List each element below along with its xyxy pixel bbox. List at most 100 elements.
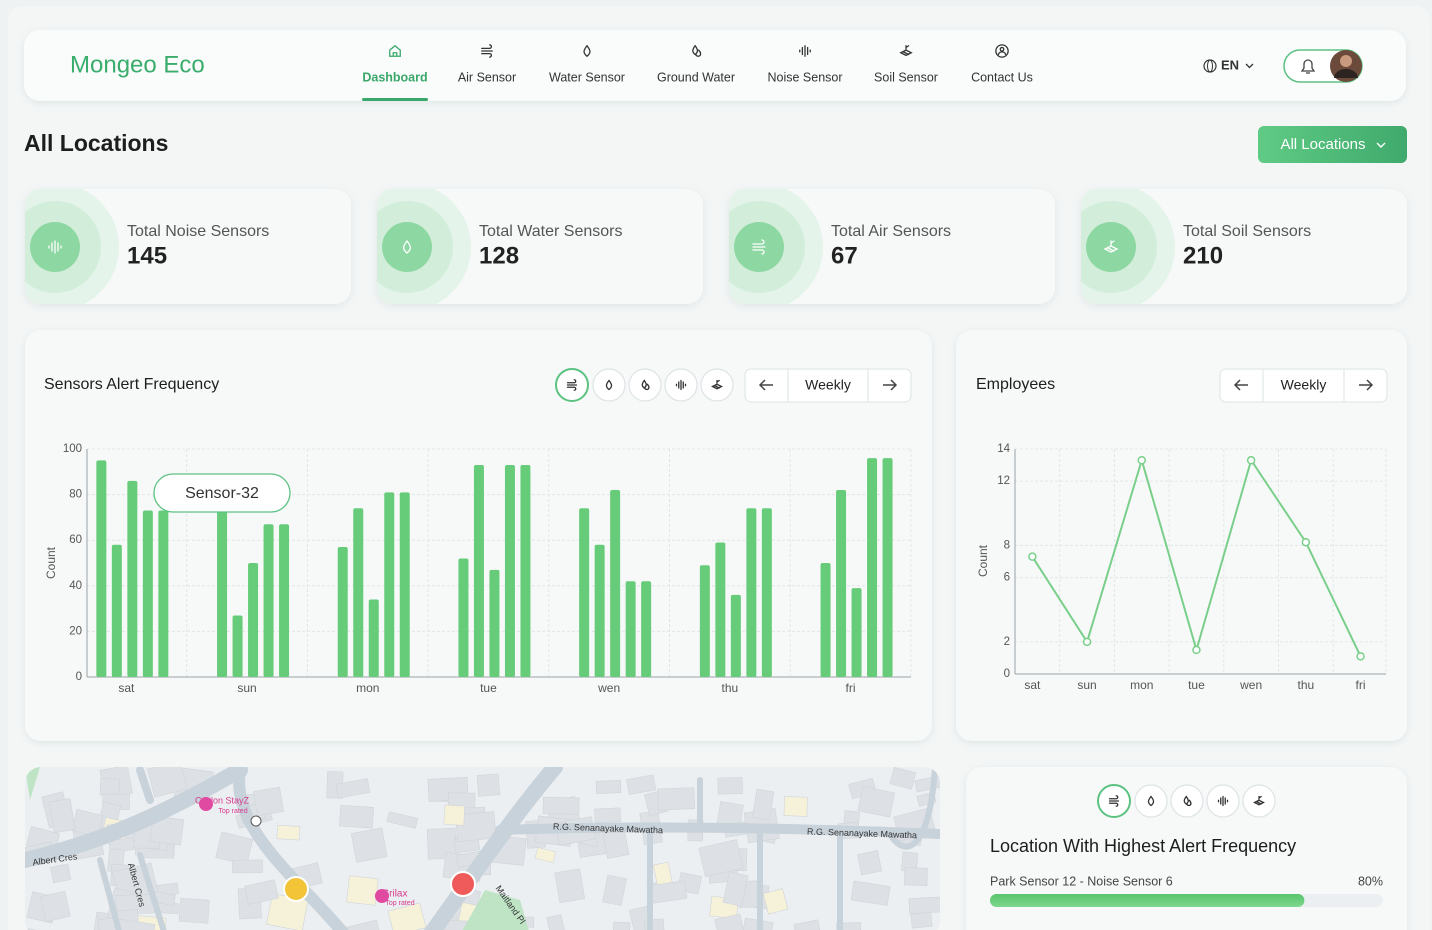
map-pin[interactable] xyxy=(199,797,213,811)
sensor-filter-button[interactable] xyxy=(1242,784,1276,818)
point xyxy=(1301,537,1311,547)
sensor-filter xyxy=(1097,784,1276,818)
sensor-filter xyxy=(555,368,734,402)
x-tick-label: mon xyxy=(1130,678,1153,692)
sensor-filter-button[interactable] xyxy=(1206,784,1240,818)
building xyxy=(443,804,466,826)
building xyxy=(714,913,747,930)
globe-icon xyxy=(1207,59,1213,73)
location-filter-button[interactable] xyxy=(1258,126,1407,163)
road xyxy=(887,767,938,850)
alert-locations-card xyxy=(966,767,1407,930)
y-tick-label: 100 xyxy=(63,443,82,455)
nav-item[interactable]: Contact Us xyxy=(971,44,1033,84)
building xyxy=(253,786,284,817)
location-list: Park Sensor 12 - Noise Sensor 6 80% xyxy=(990,874,1383,907)
x-tick-label: tue xyxy=(1188,678,1205,692)
language-select[interactable]: EN xyxy=(1203,57,1254,73)
sensor-filter-button[interactable] xyxy=(555,368,589,402)
map[interactable]: Ceylon StayZ Top rated R.G. Senanayake Maw… xyxy=(25,761,952,930)
sensor-filter-button[interactable] xyxy=(664,368,698,402)
next-button[interactable] xyxy=(883,379,898,391)
bar xyxy=(730,594,741,677)
map-label: Top rated xyxy=(218,808,247,815)
building xyxy=(602,874,627,906)
point xyxy=(1082,637,1092,647)
building xyxy=(386,811,419,829)
map-pin[interactable] xyxy=(450,871,476,897)
location-name: Park Sensor 12 - Noise Sensor 6 xyxy=(990,874,1173,888)
map-pin[interactable] xyxy=(250,815,262,827)
park xyxy=(25,767,40,800)
language: EN xyxy=(1221,57,1239,72)
bar xyxy=(699,565,710,677)
prev-button[interactable] xyxy=(758,379,773,391)
stat-badge xyxy=(1081,189,1175,304)
building xyxy=(50,863,72,884)
building xyxy=(244,879,279,905)
line-chart: 0 2 6 8 12 14 sat sun mon tue wen thu fri xyxy=(997,443,1387,692)
ground-icon xyxy=(692,44,702,57)
building xyxy=(595,779,622,794)
bar xyxy=(820,563,831,677)
nav-label: Ground Water xyxy=(657,70,735,84)
bar xyxy=(836,490,847,677)
nav-item[interactable]: Water Sensor xyxy=(549,44,625,85)
bar xyxy=(520,464,531,677)
sensor-filter-button[interactable] xyxy=(1097,784,1131,818)
noise-icon xyxy=(675,379,687,391)
nav-label: Noise Sensor xyxy=(767,70,842,84)
water-icon xyxy=(605,379,613,391)
y-tick-label: 2 xyxy=(1004,636,1010,648)
bar xyxy=(399,492,410,677)
building xyxy=(850,880,891,906)
building xyxy=(793,919,823,930)
noise-icon xyxy=(799,45,811,57)
building xyxy=(762,888,789,915)
building xyxy=(612,921,631,930)
map-pin[interactable] xyxy=(283,876,309,902)
soil-icon xyxy=(899,45,913,57)
building xyxy=(338,804,374,829)
sensor-filter-button[interactable] xyxy=(1170,784,1204,818)
next-button[interactable] xyxy=(1359,379,1374,391)
noise-icon xyxy=(48,240,62,254)
prev-button[interactable] xyxy=(1233,379,1248,391)
nav-label: Air Sensor xyxy=(458,70,516,84)
road xyxy=(97,852,168,930)
building xyxy=(857,785,896,818)
building xyxy=(546,914,565,930)
road xyxy=(25,767,248,868)
bar xyxy=(489,569,500,677)
stat-badge xyxy=(377,189,471,304)
sensor-filter-button[interactable] xyxy=(700,368,734,402)
building xyxy=(717,777,743,795)
y-tick-label: 6 xyxy=(1004,572,1010,584)
point xyxy=(1246,456,1256,465)
building xyxy=(276,824,301,841)
building xyxy=(857,850,883,876)
nav-item[interactable]: Dashboard xyxy=(362,44,428,101)
sensor-filter-button[interactable] xyxy=(1134,784,1168,818)
sensor-filter-button[interactable] xyxy=(592,368,626,402)
bar xyxy=(127,480,138,677)
period-control: Weekly xyxy=(744,368,912,403)
page-title: All Locations xyxy=(24,130,168,156)
x-tick-label: sat xyxy=(1024,678,1041,692)
bar xyxy=(217,510,228,677)
stats: Total Noise Sensors 145 Total Water Sensor… xyxy=(25,189,1407,304)
nav-item[interactable]: Soil Sensor xyxy=(874,45,938,85)
road xyxy=(422,767,563,930)
air-icon xyxy=(1108,795,1120,807)
sensor-filter-button[interactable] xyxy=(628,368,662,402)
map-pin[interactable] xyxy=(375,889,389,903)
y-tick-label: 12 xyxy=(997,475,1010,487)
bar xyxy=(867,458,878,677)
building xyxy=(752,788,775,821)
point xyxy=(1192,645,1201,655)
nav-item[interactable]: Ground Water xyxy=(657,44,735,85)
nav-item[interactable]: Noise Sensor xyxy=(767,45,843,85)
point xyxy=(1137,456,1146,465)
nav-item[interactable]: Air Sensor xyxy=(458,44,516,84)
